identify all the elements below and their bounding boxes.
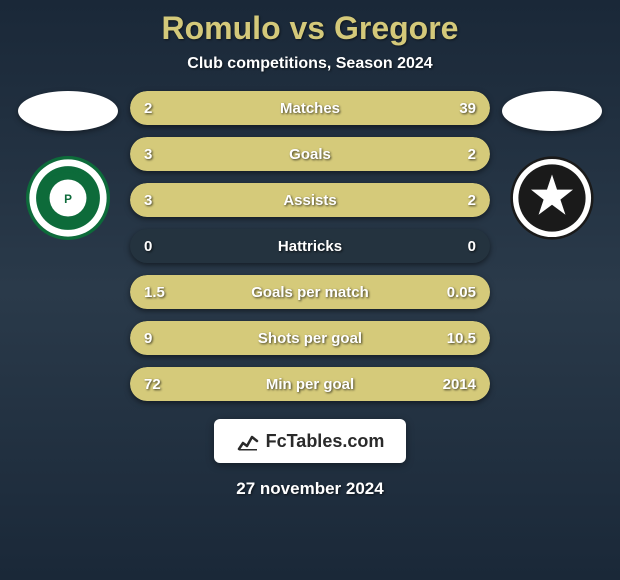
stat-row: 32Assists [130,183,490,217]
svg-text:P: P [64,193,72,206]
botafogo-badge-icon [510,156,594,240]
player-left-number-pill [18,91,118,131]
stat-label: Hattricks [130,238,490,255]
content-row: P PALMEIRAS 239Matches 32Goals 32Assists 00… [0,91,620,401]
stat-label: Min per goal [130,376,490,393]
stat-label: Shots per goal [130,330,490,347]
stat-label: Matches [130,100,490,117]
club-badge-left: P PALMEIRAS [26,156,110,240]
page-subtitle: Club competitions, Season 2024 [187,55,432,73]
source-logo-label: FcTables.com [266,431,385,452]
stat-row: 32Goals [130,137,490,171]
player-left-column: P PALMEIRAS [18,91,118,240]
stat-row: 239Matches [130,91,490,125]
date-label: 27 november 2024 [236,479,383,499]
stat-label: Goals per match [130,284,490,301]
palmeiras-badge-icon: P PALMEIRAS [26,156,110,240]
stat-row: 1.50.05Goals per match [130,275,490,309]
player-right-column [502,91,602,240]
stat-label: Assists [130,192,490,209]
player-right-number-pill [502,91,602,131]
stats-column: 239Matches 32Goals 32Assists 00Hattricks 1.5… [130,91,490,401]
chart-icon [236,429,260,453]
page-title: Romulo vs Gregore [162,10,459,47]
stat-row: 00Hattricks [130,229,490,263]
comparison-card: Romulo vs Gregore Club competitions, Sea… [0,0,620,580]
stat-label: Goals [130,146,490,163]
club-badge-right [510,156,594,240]
stat-row: 910.5Shots per goal [130,321,490,355]
stat-row: 722014Min per goal [130,367,490,401]
source-logo[interactable]: FcTables.com [214,419,407,463]
